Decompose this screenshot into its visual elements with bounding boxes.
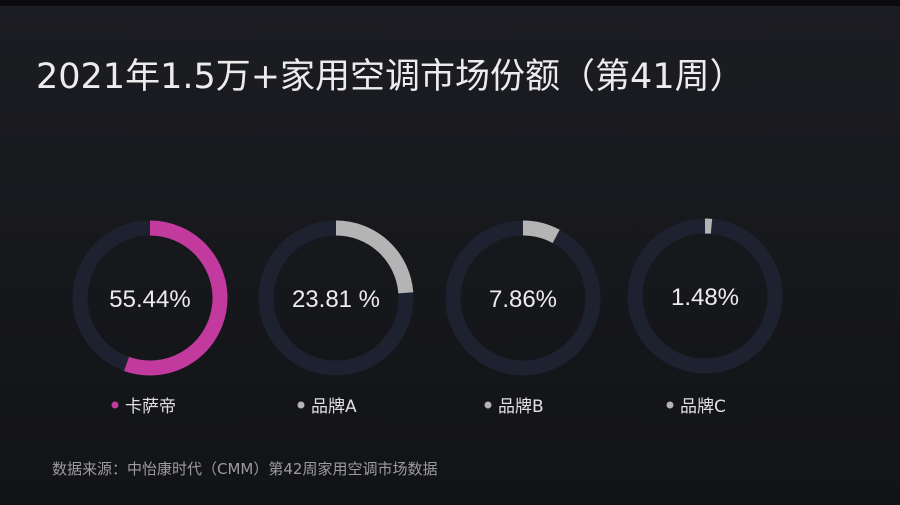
donut-2: 23.81 % 品牌A [258, 220, 414, 417]
legend-dot [484, 401, 492, 409]
donut-3: 7.86% 品牌B [445, 220, 601, 417]
donut-value-label: 7.86% [489, 286, 557, 313]
donut-value-label: 55.44% [109, 286, 190, 313]
legend-label: 品牌B [498, 397, 544, 417]
legend-dot [297, 401, 305, 409]
donut-arc [335, 220, 414, 294]
donut-value-label: 23.81 % [292, 286, 380, 313]
legend-label: 品牌C [680, 397, 726, 417]
donut-arc [124, 220, 228, 376]
page-title: 2021年1.5万+家用空调市场份额（第41周） [36, 57, 745, 97]
donut-1: 55.44% 卡萨帝 [72, 220, 228, 417]
donut-value-label: 1.48% [671, 284, 739, 311]
legend-dot [111, 401, 119, 409]
data-source-note: 数据来源：中怡康时代（CMM）第42周家用空调市场数据 [52, 460, 438, 478]
donut-4: 1.48% 品牌C [627, 218, 783, 417]
legend-label: 品牌A [311, 397, 357, 417]
legend-label: 卡萨帝 [125, 397, 176, 417]
legend-dot [666, 401, 674, 409]
donut-arc [522, 220, 560, 244]
top-bar [0, 0, 900, 6]
